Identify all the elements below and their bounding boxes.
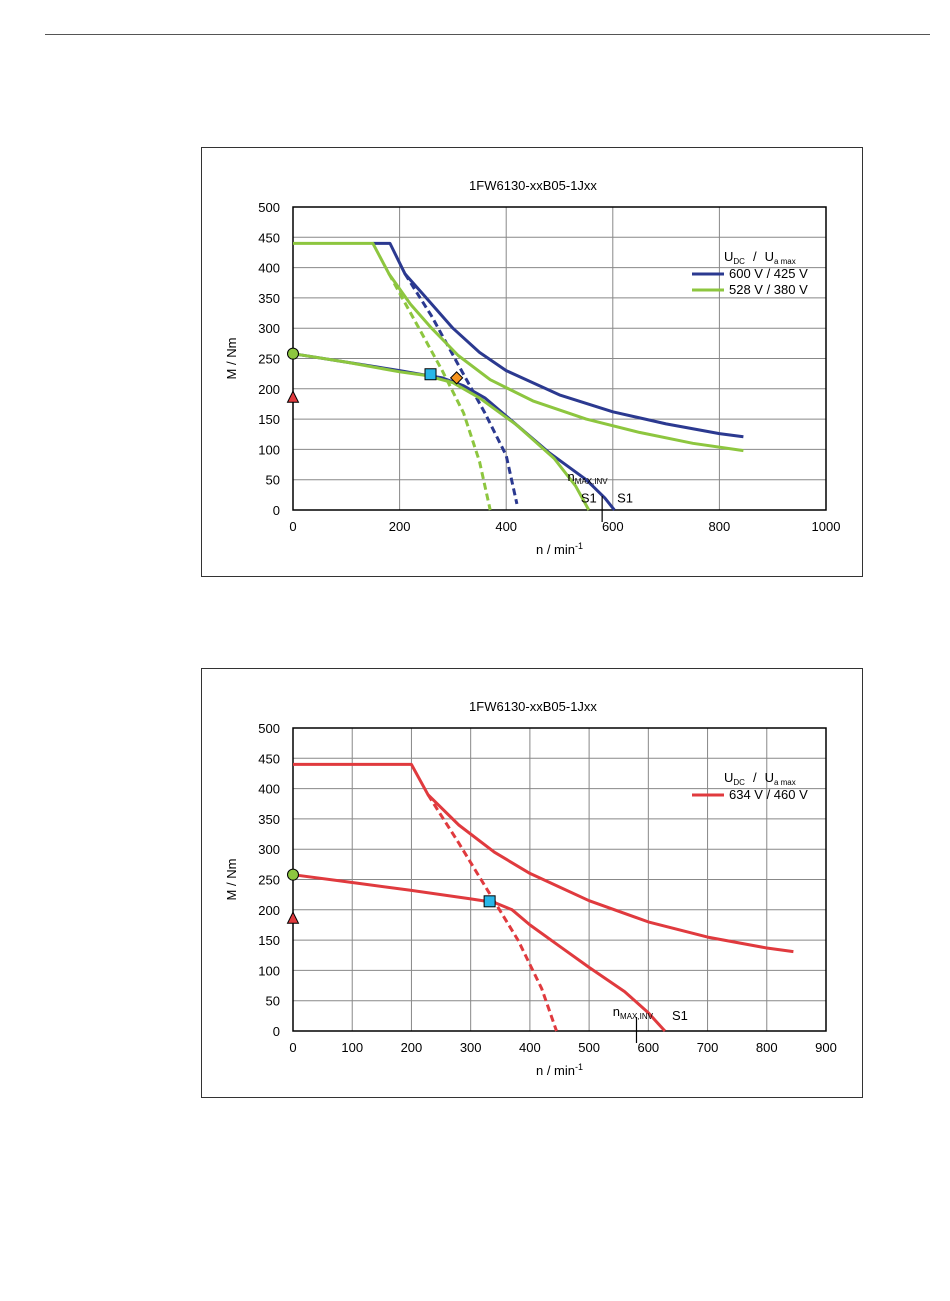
x-axis-label: n / min-1 (536, 1062, 583, 1078)
legend-header-u2: U (765, 249, 774, 264)
annotation-text: S1 (617, 491, 633, 506)
y-tick-label: 450 (258, 230, 280, 245)
legend-header-u1: U (724, 249, 733, 264)
x-axis-label: n / min-1 (536, 541, 583, 557)
chart-frame-1: 1FW6130-xxB05-1Jxx 0 200 400 600 800 1000 0 50 10… (201, 147, 863, 577)
annotation-label: nMAX,INV (567, 469, 608, 486)
y-tick-label: 500 (258, 200, 280, 215)
top-rule (45, 34, 930, 35)
annotation-label: S1 (617, 491, 633, 506)
x-axis-label-sup: -1 (575, 541, 583, 551)
legend-header-sub1: DC (733, 257, 745, 266)
x-tick-label: 900 (815, 1040, 837, 1055)
annotation-text: S1 (581, 491, 597, 506)
x-tick-label: 0 (289, 1040, 296, 1055)
y-tick-label: 150 (258, 933, 280, 948)
marker-diamond (449, 371, 464, 385)
marker-triangle (286, 911, 300, 924)
y-tick-label: 400 (258, 261, 280, 276)
series-line-2 (403, 272, 519, 505)
series-line-1 (292, 873, 667, 1033)
x-axis-label-text: n / min (536, 1063, 575, 1078)
x-tick-label: 300 (460, 1040, 482, 1055)
y-tick-label: 50 (266, 994, 280, 1009)
legend-header-sep: / (753, 249, 757, 264)
legend-header-sub2: a max (774, 778, 796, 787)
y-tick-label: 150 (258, 412, 280, 427)
x-tick-label: 400 (495, 519, 517, 534)
legend-entry-label: 634 V / 460 V (729, 787, 808, 802)
series-line-5 (387, 272, 492, 511)
y-tick-label: 50 (266, 473, 280, 488)
legend-header: UDC / Ua max (724, 249, 796, 266)
y-tick-label: 350 (258, 291, 280, 306)
series-line-4 (292, 352, 591, 511)
chart-svg-1: 1FW6130-xxB05-1Jxx 0 200 400 600 800 1000 0 50 10… (224, 178, 841, 557)
marker-square (483, 895, 496, 908)
y-axis-label: M / Nm (224, 859, 239, 901)
chart-title: 1FW6130-xxB05-1Jxx (469, 699, 597, 714)
annotation-text: n (613, 1004, 620, 1019)
x-tick-label: 400 (519, 1040, 541, 1055)
y-tick-label: 350 (258, 812, 280, 827)
x-tick-label: 600 (637, 1040, 659, 1055)
legend-header-u1: U (724, 770, 733, 785)
y-tick-label: 250 (258, 873, 280, 888)
y-tick-label: 500 (258, 721, 280, 736)
annotation-text: S1 (672, 1008, 688, 1023)
x-tick-label: 1000 (812, 519, 841, 534)
marker-circle (287, 868, 299, 881)
marker-triangle (286, 390, 300, 403)
x-tick-label: 700 (697, 1040, 719, 1055)
annotation-label: S1 (581, 491, 597, 506)
x-tick-label: 100 (341, 1040, 363, 1055)
y-tick-label: 300 (258, 842, 280, 857)
legend-entry-label: 528 V / 380 V (729, 282, 808, 297)
marker-circle (287, 347, 299, 360)
legend-header-sub2: a max (774, 257, 796, 266)
annotation-sub: MAX,INV (575, 477, 609, 486)
annotation-label: S1 (672, 1008, 688, 1023)
x-tick-label: 800 (709, 519, 731, 534)
y-tick-label: 400 (258, 782, 280, 797)
series-line-2 (426, 793, 558, 1032)
legend-entry-label: 600 V / 425 V (729, 266, 808, 281)
series-line-0 (372, 241, 744, 439)
x-tick-label: 200 (389, 519, 411, 534)
x-tick-label: 800 (756, 1040, 778, 1055)
y-tick-label: 250 (258, 352, 280, 367)
marker-square (424, 368, 437, 381)
x-tick-label: 0 (289, 519, 296, 534)
annotation-text: n (567, 469, 574, 484)
chart-frame-2: 1FW6130-xxB05-1Jxx 0 100 200 300 400 500 600 700… (201, 668, 863, 1098)
y-tick-label: 0 (273, 503, 280, 518)
y-tick-label: 100 (258, 442, 280, 457)
x-tick-label: 600 (602, 519, 624, 534)
x-axis-label-text: n / min (536, 542, 575, 557)
legend-header-sep: / (753, 770, 757, 785)
y-tick-label: 0 (273, 1024, 280, 1039)
x-tick-label: 500 (578, 1040, 600, 1055)
annotation-sub: MAX,INV (620, 1012, 654, 1021)
legend-header: UDC / Ua max (724, 770, 796, 787)
legend-header-sub1: DC (733, 778, 745, 787)
y-tick-label: 200 (258, 903, 280, 918)
y-tick-label: 450 (258, 751, 280, 766)
y-axis-label: M / Nm (224, 338, 239, 380)
x-tick-label: 200 (401, 1040, 423, 1055)
x-axis-label-sup: -1 (575, 1062, 583, 1072)
y-tick-label: 100 (258, 963, 280, 978)
annotation-label: nMAX,INV (613, 1004, 654, 1021)
chart-title: 1FW6130-xxB05-1Jxx (469, 178, 597, 193)
series-line-0 (293, 762, 794, 954)
legend-header-u2: U (765, 770, 774, 785)
y-tick-label: 200 (258, 382, 280, 397)
series-line-3 (293, 241, 744, 453)
y-tick-label: 300 (258, 321, 280, 336)
